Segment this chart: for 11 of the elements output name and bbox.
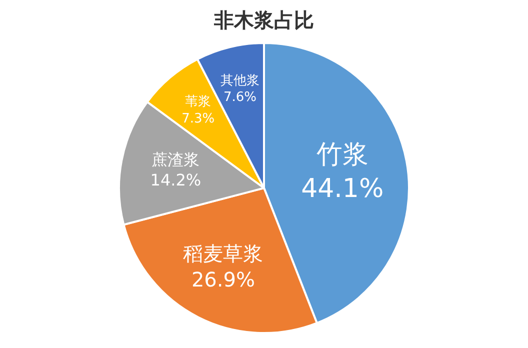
data-label: 44.1% — [301, 174, 384, 204]
data-label: 7.3% — [182, 112, 215, 127]
slice-label: 苇浆 — [185, 94, 212, 110]
slice-label: 竹浆 — [316, 140, 368, 170]
data-label: 26.9% — [191, 267, 255, 292]
data-label: 14.2% — [150, 170, 202, 190]
slice-label: 其他浆 — [220, 73, 260, 88]
slice-label: 蔗渣浆 — [152, 150, 200, 169]
slice-label: 稻麦草浆 — [183, 241, 264, 266]
chart-title: 非木浆占比 — [213, 8, 314, 32]
data-label: 7.6% — [224, 90, 257, 106]
